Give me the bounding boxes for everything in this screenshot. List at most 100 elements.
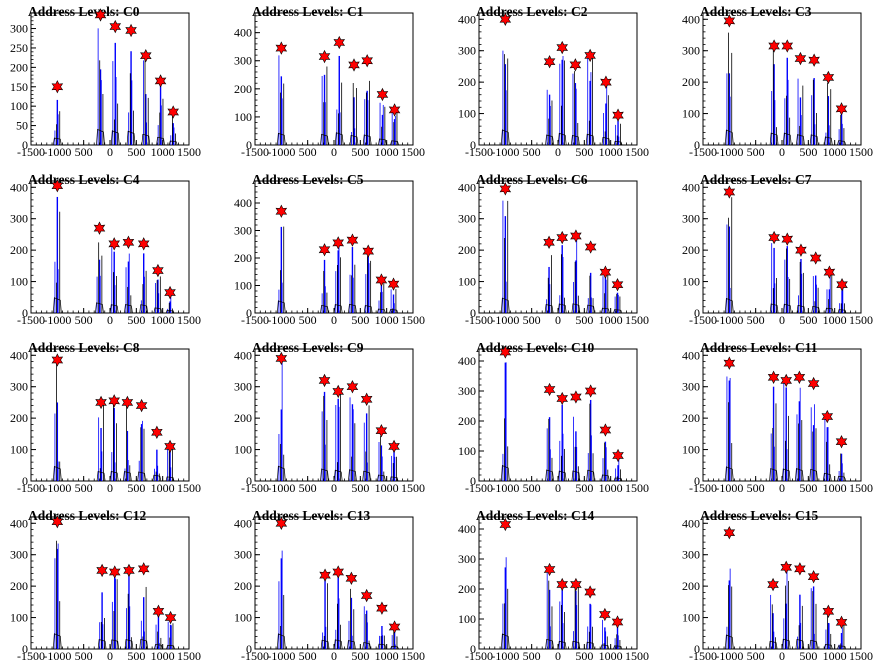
histogram-plot: 0 100 200 300 400 -1500-1000 500 0 500 1000 1500: [234, 348, 425, 495]
peak-marker-star: [108, 565, 121, 579]
peak-marker-star: [543, 235, 555, 249]
histogram-outline: [837, 140, 846, 146]
x-tick-label: -1000: [267, 481, 295, 495]
histogram-plot: 0 50 100 150 200 250 300 -1500-1000 500 0 500 1000 1…: [10, 8, 201, 159]
y-tick-label: 100: [682, 275, 700, 289]
histogram-peak: [124, 574, 134, 650]
x-tick-label: 500: [127, 313, 145, 327]
histogram-peak: [276, 55, 286, 146]
histogram-peak: [362, 80, 372, 146]
histogram-peak: [95, 242, 104, 314]
y-tick-label: 0: [470, 642, 476, 656]
histogram-peak: [822, 418, 832, 482]
x-tick-label: 1500: [849, 649, 873, 663]
histogram-peak: [126, 51, 136, 146]
histogram-outline: [168, 140, 178, 146]
y-tick-label: 100: [458, 612, 476, 626]
x-tick-label: -1500: [689, 313, 717, 327]
x-tick-label: 500: [351, 145, 369, 159]
y-tick-label: 300: [682, 380, 700, 394]
peak-marker-star: [275, 516, 288, 530]
peak-marker-star: [835, 615, 848, 629]
histogram-outline: [613, 645, 622, 650]
histogram-outline: [165, 476, 175, 482]
histogram-peak: [377, 435, 386, 482]
peak-marker-star: [375, 273, 388, 287]
x-tick-label: 500: [523, 313, 541, 327]
x-tick-label: 1500: [849, 145, 873, 159]
y-tick-label: 100: [682, 107, 700, 121]
peak-marker-star: [122, 235, 135, 249]
y-tick-label: 0: [694, 306, 700, 320]
peak-marker-star: [584, 240, 597, 254]
x-tick-label: 500: [127, 481, 145, 495]
histogram-plot: 0 100 200 300 400 -1500-1000 500 0 500 1000 1500: [682, 180, 873, 327]
y-tick-label: 0: [246, 306, 252, 320]
x-tick-label: -1000: [491, 313, 519, 327]
histogram-outline: [362, 642, 371, 650]
y-tick-label: 300: [458, 552, 476, 566]
x-tick-label: 1500: [177, 313, 201, 327]
peak-marker-star: [570, 577, 582, 592]
peak-marker-star: [793, 370, 806, 384]
chart-title: Address Levels: C9: [252, 340, 364, 355]
histogram-peak: [500, 50, 510, 146]
peak-marker-star: [723, 14, 736, 28]
histogram-outline: [276, 300, 286, 314]
x-tick-label: 1000: [823, 649, 847, 663]
histogram-peak: [141, 57, 151, 146]
peak-marker-star: [51, 179, 64, 193]
x-tick-label: -1500: [241, 145, 269, 159]
histogram-outline: [809, 468, 818, 482]
peak-marker-star: [584, 585, 596, 599]
histogram-outline: [613, 477, 623, 482]
histogram-outline: [809, 639, 818, 650]
chart-panel: Address Levels: C4 0 100 200 300 400 -1500 -100…: [0, 168, 224, 336]
peak-marker-star: [822, 70, 835, 85]
histogram-outline: [769, 468, 778, 482]
chart-panel: Address Levels: C6 0 100 200 300 400 -1500 -100…: [448, 168, 672, 336]
x-tick-label: 0: [779, 649, 785, 663]
y-tick-label: 0: [470, 474, 476, 488]
histogram-plot: 0 100 200 300 400 -1500-1000 500 0 500 1000 1500: [458, 516, 649, 663]
histogram-peak: [52, 540, 62, 650]
peak-marker-star: [556, 391, 568, 406]
histogram-outline: [152, 474, 162, 482]
histogram-outline: [139, 638, 149, 650]
histogram-peak: [347, 588, 356, 650]
x-tick-label: 500: [799, 313, 817, 327]
y-tick-label: 100: [10, 275, 28, 289]
peak-marker-star: [584, 48, 596, 63]
histogram-outline: [724, 634, 734, 650]
histogram-peak: [724, 376, 734, 482]
histogram-outline: [389, 309, 398, 314]
peak-marker-star: [140, 49, 152, 63]
x-tick-label: -1500: [17, 313, 45, 327]
histogram-outline: [769, 132, 779, 146]
peak-marker-star: [275, 204, 288, 218]
histogram-outline: [348, 469, 357, 482]
peak-marker-star: [807, 376, 820, 391]
x-tick-label: -1000: [267, 649, 295, 663]
x-tick-label: 1000: [823, 313, 847, 327]
histogram-outline: [362, 470, 372, 482]
x-tick-label: -1000: [715, 145, 743, 159]
y-tick-label: 0: [694, 474, 700, 488]
x-tick-label: 0: [331, 481, 337, 495]
x-tick-label: 500: [575, 481, 593, 495]
chart-panel: Address Levels: C15 0 100 200 300 400 -1500 -10…: [672, 504, 896, 672]
peak-marker-star: [780, 373, 792, 388]
histogram-plot: 0 100 200 300 400 -1500-1000 500 0 500 1000 1500: [682, 348, 873, 495]
x-tick-label: 500: [747, 649, 765, 663]
y-tick-label: 300: [458, 384, 476, 398]
peak-marker-star: [332, 384, 344, 399]
y-tick-label: 300: [682, 212, 700, 226]
histogram-outline: [769, 303, 779, 314]
y-tick-label: 100: [682, 443, 700, 457]
x-tick-label: -1000: [43, 145, 71, 159]
x-tick-label: 500: [747, 145, 765, 159]
peak-marker-star: [388, 103, 401, 117]
x-tick-label: 0: [555, 145, 561, 159]
peak-marker-star: [543, 382, 556, 397]
peak-marker-star: [376, 601, 388, 615]
